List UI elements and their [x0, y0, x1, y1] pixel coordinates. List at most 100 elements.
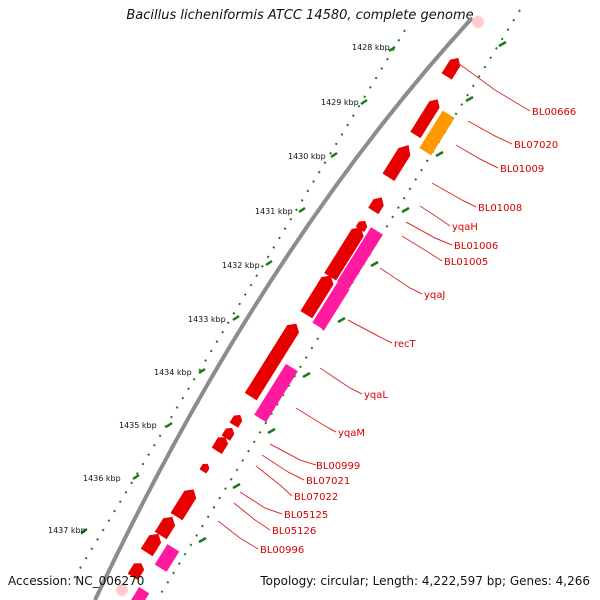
gene-label[interactable]: BL00996 — [260, 545, 304, 556]
gene-features — [127, 55, 464, 600]
leader-bl05125 — [239, 491, 283, 515]
gene-rect[interactable] — [300, 272, 336, 319]
leader-yqam — [295, 407, 337, 433]
outer-tick — [370, 260, 379, 268]
gene-label[interactable]: BL00999 — [316, 461, 360, 472]
gene-label[interactable]: BL05125 — [284, 510, 328, 521]
gene-label[interactable]: BL01005 — [444, 257, 488, 268]
gene-bottom-d[interactable] — [130, 587, 150, 600]
kbp-tick — [165, 421, 173, 429]
gene-label[interactable]: BL01009 — [500, 164, 544, 175]
leader-bl07021 — [261, 454, 305, 481]
gene-bottom-a[interactable] — [140, 530, 165, 557]
outer-tick — [198, 536, 207, 544]
leader-bl01009 — [455, 144, 499, 169]
leader-yqaj — [379, 267, 423, 295]
outer-tick — [401, 206, 410, 214]
leader-bl01005 — [401, 235, 443, 262]
gene-label[interactable]: yqaM — [338, 428, 365, 439]
scale-track — [69, 29, 406, 586]
outer-tick — [465, 95, 474, 103]
gene-bottom-c[interactable] — [127, 560, 147, 580]
gene-yqaj[interactable] — [337, 227, 383, 289]
gene-bl00996[interactable] — [154, 513, 179, 540]
kbp-tick — [232, 314, 240, 322]
gene-bl01008[interactable] — [382, 141, 415, 181]
gene-bl05126[interactable] — [170, 486, 200, 521]
leader-bl01006 — [405, 221, 453, 246]
gene-bl01006[interactable] — [355, 218, 370, 233]
bottom-marker — [116, 584, 128, 596]
gene-label[interactable]: recT — [394, 339, 417, 350]
kbp-label: 1428 kbp — [352, 43, 390, 52]
kbp-label: 1437 kbp — [48, 526, 86, 535]
kbp-tick — [330, 151, 338, 159]
gene-label[interactable]: BL05126 — [272, 526, 316, 537]
gene-rect-pink[interactable] — [312, 281, 350, 331]
leader-yqal — [319, 367, 363, 395]
kbp-label: 1436 kbp — [83, 474, 121, 483]
gene-bl05125[interactable] — [199, 462, 211, 474]
kbp-tick — [265, 259, 273, 267]
kbp-label: 1431 kbp — [255, 207, 293, 216]
outer-tick — [302, 371, 311, 379]
kbp-label: 1429 kbp — [321, 98, 359, 107]
outer-track — [159, 9, 521, 596]
map-title: Bacillus licheniformis ATCC 14580, compl… — [126, 8, 474, 23]
leader-bl07020 — [467, 120, 513, 145]
kbp-label: 1435 kbp — [119, 421, 157, 430]
gene-label[interactable]: BL01006 — [454, 241, 498, 252]
gene-bl01005[interactable] — [324, 224, 367, 281]
kbp-label: 1430 kbp — [288, 152, 326, 161]
top-marker — [472, 16, 484, 28]
leader-bl05126 — [233, 502, 271, 531]
kbp-tick — [198, 367, 206, 375]
gene-bottom-b[interactable] — [154, 544, 180, 572]
accession-text: Accession: NC_006270 — [8, 574, 145, 588]
kbp-tick — [360, 98, 368, 106]
gene-yqam[interactable] — [254, 363, 298, 423]
leader-bl01008 — [431, 182, 477, 208]
topology-text: Topology: circular; Length: 4,222,597 bp… — [260, 574, 590, 588]
leader-bl00996 — [217, 520, 259, 550]
kbp-tick — [80, 527, 88, 535]
genome-backbone — [93, 16, 474, 600]
gene-bl07021[interactable] — [221, 425, 237, 441]
gene-yqal[interactable] — [244, 320, 302, 401]
leader-rect — [347, 319, 393, 344]
outer-tick — [435, 150, 444, 158]
gene-bl01009[interactable] — [419, 110, 455, 156]
outer-tick-marks — [198, 40, 507, 544]
outer-tick — [498, 40, 507, 48]
kbp-labels: 1428 kbp 1429 kbp 1430 kbp 1431 kbp 1432… — [48, 43, 390, 535]
gene-labels: BL00666 BL07020 BL01009 BL01008 yqaH BL0… — [260, 107, 576, 556]
gene-label[interactable]: BL07020 — [514, 140, 558, 151]
gene-label[interactable]: yqaJ — [424, 290, 445, 301]
leader-bl00666 — [457, 62, 531, 112]
kbp-tick — [132, 473, 140, 481]
outer-tick — [267, 427, 276, 435]
kbp-label: 1432 kbp — [222, 261, 260, 270]
gene-label[interactable]: BL07021 — [306, 476, 350, 487]
kbp-label: 1434 kbp — [154, 368, 192, 377]
gene-bl07020[interactable] — [410, 96, 442, 139]
outer-tick — [232, 482, 241, 490]
leader-bl07022 — [255, 465, 293, 497]
gene-bl07022[interactable] — [211, 434, 231, 454]
gene-bl00999[interactable] — [229, 412, 245, 428]
leader-bl00999 — [269, 443, 317, 466]
gene-label[interactable]: BL07022 — [294, 492, 338, 503]
gene-label[interactable]: BL00666 — [532, 107, 576, 118]
kbp-label: 1433 kbp — [188, 315, 226, 324]
gene-label[interactable]: yqaH — [452, 222, 478, 233]
gene-bl00666[interactable] — [441, 55, 464, 80]
gene-label[interactable]: BL01008 — [478, 203, 522, 214]
kbp-tick — [298, 206, 306, 214]
kbp-tick-marks — [80, 45, 396, 535]
outer-tick — [337, 316, 346, 324]
gene-label[interactable]: yqaL — [364, 390, 388, 401]
gene-yqah[interactable] — [368, 194, 387, 215]
kbp-tick — [388, 45, 396, 53]
